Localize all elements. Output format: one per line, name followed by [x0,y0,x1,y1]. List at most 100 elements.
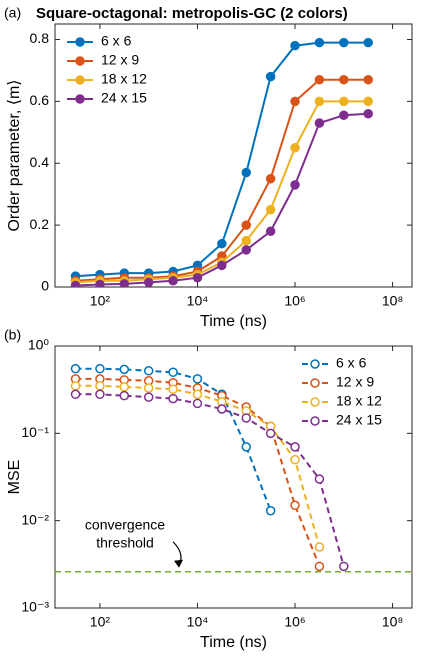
annotation: threshold [96,534,154,550]
legend-marker [310,359,320,369]
panel-label: (b) [4,327,21,343]
legend-label: 24 x 15 [101,90,147,106]
data-point [143,392,154,402]
data-point [363,108,373,119]
legend-marker [310,378,320,388]
data-point [314,474,325,484]
legend-marker [310,416,320,426]
data-point [95,279,105,287]
legend-label: 24 x 15 [336,412,382,428]
series-line [75,367,272,512]
data-point [339,37,349,48]
data-point [95,389,105,400]
data-point [314,118,325,128]
data-point [168,367,178,378]
data-point [265,173,276,184]
y-tick-label: 10⁻¹ [21,424,49,440]
data-point [70,363,81,374]
y-tick-label: 10⁻³ [21,599,49,615]
y-tick-label: 0.2 [30,216,50,232]
data-point [314,542,325,552]
legend-label: 6 x 6 [101,33,132,49]
data-point [217,404,227,414]
y-axis-label: MSE [6,460,23,495]
data-point [314,74,325,85]
y-tick-label: 10⁰ [28,337,50,353]
data-point [241,220,252,230]
series-group [70,363,349,572]
legend-marker [75,37,85,47]
legend-label: 18 x 12 [101,71,147,87]
annotation-arrowhead [174,559,183,568]
x-tick-label: 10² [90,293,111,309]
legend-marker [310,397,320,407]
data-point [363,74,373,85]
data-point [363,37,373,48]
y-tick-label: 0 [41,278,49,294]
data-point [265,226,276,237]
plot-area [55,24,412,287]
series-group [70,37,373,287]
data-point [339,110,349,121]
data-point [168,276,178,286]
plot-area [55,346,412,608]
data-point [119,279,130,287]
legend-label: 12 x 9 [336,374,374,390]
legend-label: 12 x 9 [101,52,139,68]
data-point [143,383,154,393]
plot-frame [54,23,413,288]
y-tick-label: 0.8 [30,30,50,46]
y-tick-label: 10⁻² [21,511,49,527]
data-point [265,505,276,516]
data-point [290,143,300,153]
data-point [363,96,373,107]
data-point [70,381,81,391]
data-point [192,272,203,283]
chart-title: Square-octagonal: metropolis-GC (2 color… [36,5,348,22]
legend-label: 6 x 6 [336,355,367,371]
data-point [119,390,130,401]
data-point [168,384,178,394]
legend-marker [75,56,85,66]
y-axis-label: Order parameter, ⟨m⟩ [6,79,23,231]
data-point [241,167,252,178]
panel-label: (a) [4,5,21,21]
data-point [192,389,203,400]
plot-frame [54,345,413,609]
data-point [314,37,325,48]
x-tick-label: 10² [90,614,111,630]
y-tick-label: 0.4 [30,154,50,170]
data-point [192,398,203,409]
x-axis-label: Time (ns) [200,313,267,330]
data-point [95,381,105,391]
data-point [314,561,325,572]
data-point [217,238,227,249]
data-point [290,40,300,51]
x-axis-label: Time (ns) [200,634,267,651]
x-tick-label: 10⁶ [284,293,305,309]
annotation: convergence [85,516,165,532]
legend-marker [75,94,85,104]
data-point [265,71,276,82]
data-point [265,204,276,215]
data-point [339,96,349,107]
data-point [290,96,300,107]
x-tick-label: 10⁸ [382,293,404,309]
x-tick-label: 10⁴ [187,293,209,309]
x-tick-label: 10⁴ [187,614,209,630]
y-tick-label: 0.6 [30,92,50,108]
data-point [290,442,300,452]
legend-marker [75,75,85,85]
x-tick-label: 10⁶ [284,614,305,630]
data-point [217,260,227,271]
data-point [168,393,178,404]
data-point [143,277,154,287]
data-point [119,382,130,392]
data-point [241,413,252,423]
x-tick-label: 10⁸ [382,614,404,630]
data-point [241,235,252,246]
data-point [265,428,276,439]
data-point [339,74,349,85]
data-point [192,374,203,384]
